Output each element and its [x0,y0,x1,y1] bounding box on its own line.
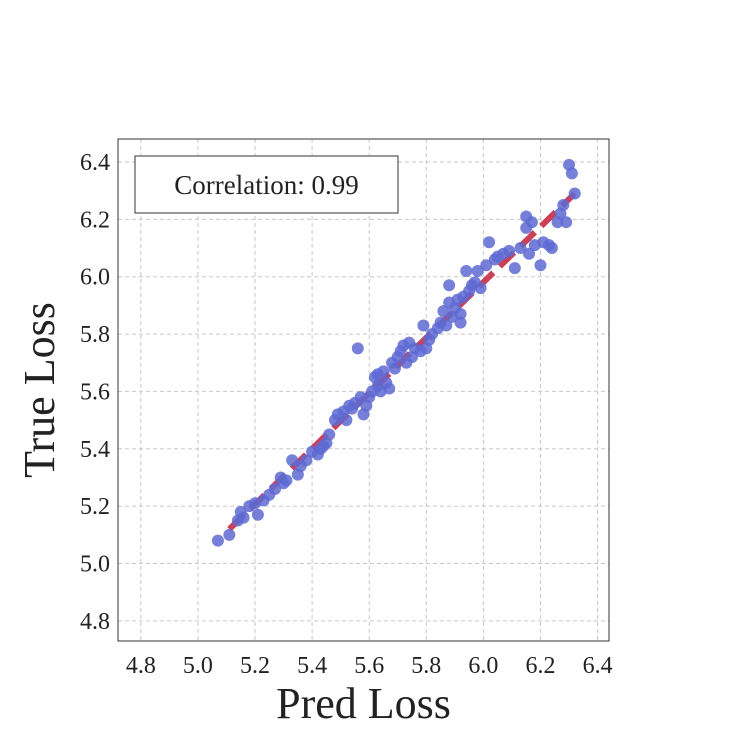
data-point [534,259,547,272]
y-tick-label: 5.4 [80,437,110,463]
data-point [545,242,558,255]
data-point [557,198,570,211]
data-point [269,482,282,495]
data-point [525,216,538,229]
data-point [223,528,236,541]
annotation-box [134,155,399,214]
data-point [565,167,578,180]
x-tick-label: 6.0 [468,653,498,679]
grid [118,139,609,641]
data-point [568,187,581,200]
data-point [471,264,484,277]
data-point [508,262,521,275]
y-tick-label: 5.8 [80,322,110,348]
data-point [377,365,390,378]
plot-frame [117,138,610,642]
data-point [383,382,396,395]
data-point [483,236,496,249]
data-point [560,216,573,229]
x-tick-label: 5.4 [297,653,327,679]
correlation-annotation: Correlation: 0.99 [134,155,399,214]
data-point [417,319,430,332]
data-point [211,534,224,547]
y-tick-label: 6.2 [80,207,110,233]
y-tick-label: 4.8 [80,609,110,635]
data-point [351,342,364,355]
x-tick-label: 6.4 [583,653,613,679]
points-layer [211,158,581,547]
y-tick-label: 5.0 [80,552,110,578]
data-point [300,454,313,467]
data-point [454,316,467,329]
data-point [317,439,330,452]
data-point [280,474,293,487]
x-tick-label: 4.8 [126,653,156,679]
x-axis-label: Pred Loss [276,679,451,728]
x-axis-ticks: 4.8 5.0 5.2 5.4 5.6 5.8 6.0 6.2 6.4 [126,653,613,679]
data-point [354,391,367,404]
data-point [460,264,473,277]
data-point [514,242,527,255]
x-tick-label: 5.6 [354,653,384,679]
data-point [286,454,299,467]
y-axis-ticks: 4.8 5.0 5.2 5.4 5.6 5.8 6.0 6.2 6.4 [80,150,110,635]
y-tick-label: 5.6 [80,379,110,405]
x-tick-label: 5.2 [240,653,270,679]
data-point [237,511,250,524]
data-point [340,414,353,427]
data-point [251,508,264,521]
data-point [323,428,336,441]
data-point [440,319,453,332]
data-point [454,307,467,320]
x-tick-label: 5.8 [411,653,441,679]
annotation-text: Correlation: 0.99 [174,170,358,200]
y-axis-label: True Loss [15,302,64,478]
data-point [503,244,516,257]
data-point [480,259,493,272]
data-point [474,282,487,295]
y-tick-label: 6.0 [80,265,110,291]
x-tick-label: 6.2 [525,653,555,679]
y-tick-label: 6.4 [80,150,110,176]
data-point [437,305,450,318]
y-tick-label: 5.2 [80,494,110,520]
x-tick-label: 5.0 [183,653,213,679]
data-point [523,247,536,260]
data-point [388,362,401,375]
data-point [443,279,456,292]
